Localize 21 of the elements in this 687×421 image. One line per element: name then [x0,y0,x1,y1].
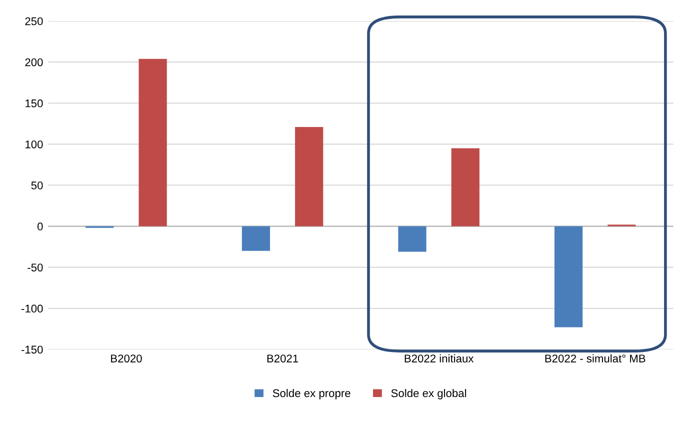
bar [138,58,167,226]
y-tick-label: 0 [37,222,43,230]
x-tick-label: B2022 - simulat° MB [545,354,646,362]
y-tick-label: 250 [25,17,43,26]
y-tick-label: 200 [25,58,43,66]
bar [554,226,583,328]
bar [398,226,426,252]
y-tick-label: 100 [26,140,43,148]
legend-label: Solde ex propre [272,388,350,400]
x-tick-label: B2022 initiaux [404,354,474,362]
y-tick-label: -150 [21,346,43,354]
bar [451,148,480,226]
x-tick-label: B2020 [111,354,142,362]
x-tick-label: B2021 [267,354,298,362]
bar [242,226,270,251]
y-tick-label: -50 [28,264,43,272]
y-tick-label: -100 [21,304,43,313]
bar [295,126,324,226]
y-tick-label: 50 [31,182,43,190]
y-tick-label: 150 [26,99,43,108]
legend-label: Solde ex global [391,388,466,400]
